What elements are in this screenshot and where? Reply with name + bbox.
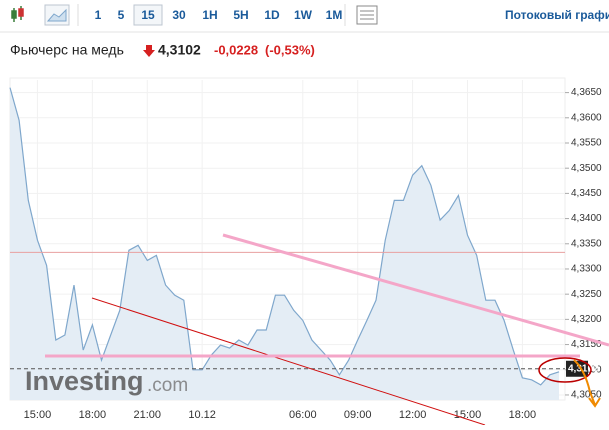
area-icon xyxy=(46,8,67,22)
price: 4,3102 xyxy=(158,42,201,58)
y-tick-label: 4,3050 xyxy=(571,390,602,401)
x-tick-label: 09:00 xyxy=(344,409,372,421)
y-tick-label: 4,3150 xyxy=(571,339,602,350)
change: -0,0228 xyxy=(214,42,258,57)
watermark-suffix: .com xyxy=(147,375,188,396)
interval-button[interactable]: 1M xyxy=(326,8,343,22)
interval-button[interactable]: 5H xyxy=(233,8,248,22)
x-tick-label: 18:00 xyxy=(79,409,107,421)
drawn-trendline xyxy=(222,233,609,347)
y-tick-label: 4,3600 xyxy=(571,112,602,123)
watermark-brand: Investing xyxy=(25,366,144,396)
y-tick-label: 4,3400 xyxy=(571,213,602,224)
y-tick-label: 4,3500 xyxy=(571,163,602,174)
y-tick-label: 4,3250 xyxy=(571,289,602,300)
candle-icon[interactable] xyxy=(11,6,24,22)
interval-selected xyxy=(133,4,163,26)
interval-button[interactable]: 5 xyxy=(118,8,125,22)
interval-button[interactable]: 1D xyxy=(264,8,280,22)
price-line xyxy=(9,87,560,386)
drawn-trendline xyxy=(91,297,486,426)
last-price-label: 4,3102 xyxy=(568,363,599,374)
x-tick-label: 21:00 xyxy=(133,409,161,421)
change-percent: (-0,53%) xyxy=(265,42,315,57)
x-tick-label: 12:00 xyxy=(399,409,427,421)
interval-button[interactable]: 1W xyxy=(294,8,313,22)
interval-button[interactable]: 15 xyxy=(141,8,155,22)
drawn-circle xyxy=(538,357,592,383)
y-tick-label: 4,3650 xyxy=(571,87,602,98)
x-tick-label: 10.12 xyxy=(188,409,216,421)
interval-button[interactable]: 1H xyxy=(202,8,217,22)
y-tick-label: 4,3550 xyxy=(571,138,602,149)
x-tick-label: 18:00 xyxy=(509,409,537,421)
x-tick-label: 06:00 xyxy=(289,409,317,421)
y-tick-label: 4,3300 xyxy=(571,264,602,275)
interval-button[interactable]: 1 xyxy=(95,8,102,22)
y-tick-label: 4,3350 xyxy=(571,238,602,249)
x-tick-label: 15:00 xyxy=(24,409,52,421)
down-arrow xyxy=(143,45,155,57)
x-tick-label: 15:00 xyxy=(454,409,482,421)
stream-link[interactable]: Потоковый графи xyxy=(505,8,609,22)
y-tick-label: 4,3450 xyxy=(571,188,602,199)
area-fill xyxy=(10,87,559,400)
instrument-title: Фьючерс на медь xyxy=(10,42,124,58)
drawn-arrow xyxy=(573,359,601,408)
y-tick-label: 4,3200 xyxy=(571,314,602,325)
interval-button[interactable]: 30 xyxy=(172,8,186,22)
